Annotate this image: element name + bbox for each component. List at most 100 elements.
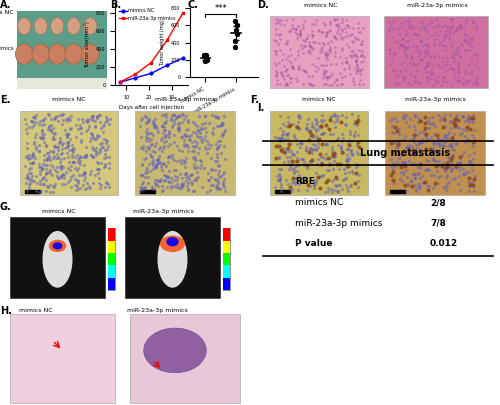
FancyBboxPatch shape bbox=[390, 190, 405, 193]
Text: B.: B. bbox=[110, 0, 121, 10]
Ellipse shape bbox=[48, 44, 66, 64]
Point bbox=[202, 55, 210, 61]
Point bbox=[232, 26, 240, 33]
FancyBboxPatch shape bbox=[108, 253, 115, 266]
Text: E.: E. bbox=[0, 95, 10, 105]
FancyBboxPatch shape bbox=[10, 314, 115, 403]
Y-axis label: Tumor size(mm³): Tumor size(mm³) bbox=[84, 21, 90, 68]
Text: A.: A. bbox=[0, 0, 12, 10]
Text: mimics NC: mimics NC bbox=[304, 3, 338, 8]
Y-axis label: Tumor weight (mg): Tumor weight (mg) bbox=[160, 19, 166, 66]
FancyBboxPatch shape bbox=[16, 11, 106, 86]
Ellipse shape bbox=[160, 236, 185, 252]
FancyBboxPatch shape bbox=[222, 241, 230, 253]
FancyBboxPatch shape bbox=[108, 241, 115, 253]
Point bbox=[382, 34, 390, 41]
Point bbox=[446, 60, 454, 66]
Text: H.: H. bbox=[0, 306, 12, 316]
miR-23a-3p mimics bbox=[132, 72, 138, 77]
Text: miR-23a-3p mimics: miR-23a-3p mimics bbox=[406, 3, 468, 8]
Text: miR-23a-3p mimics: miR-23a-3p mimics bbox=[154, 97, 216, 102]
Text: mimics NC: mimics NC bbox=[0, 10, 13, 15]
FancyBboxPatch shape bbox=[20, 111, 117, 195]
FancyBboxPatch shape bbox=[16, 78, 106, 90]
Text: RBE: RBE bbox=[295, 177, 315, 186]
Ellipse shape bbox=[84, 18, 97, 34]
FancyBboxPatch shape bbox=[108, 228, 115, 241]
Text: ***: *** bbox=[214, 4, 227, 13]
Line: mimics NC: mimics NC bbox=[118, 57, 184, 84]
miR-23a-3p mimics bbox=[148, 60, 154, 65]
mimics NC bbox=[164, 63, 170, 68]
Text: miR-23a-3p mimics: miR-23a-3p mimics bbox=[134, 209, 194, 214]
Ellipse shape bbox=[50, 18, 64, 34]
FancyBboxPatch shape bbox=[222, 253, 230, 266]
miR-23a-3p mimics bbox=[180, 11, 186, 15]
Ellipse shape bbox=[49, 240, 66, 252]
Text: miR-23a-3p mimics: miR-23a-3p mimics bbox=[127, 308, 188, 313]
Point bbox=[233, 31, 241, 37]
Ellipse shape bbox=[166, 237, 179, 246]
Line: miR-23a-3p mimics: miR-23a-3p mimics bbox=[118, 12, 184, 84]
X-axis label: Days after cell injection: Days after cell injection bbox=[119, 105, 184, 110]
FancyBboxPatch shape bbox=[385, 111, 485, 195]
mimics NC bbox=[148, 71, 154, 76]
Text: P value: P value bbox=[295, 239, 333, 248]
Text: F.: F. bbox=[250, 95, 259, 105]
Point bbox=[371, 60, 379, 66]
Text: mimics NC: mimics NC bbox=[302, 97, 336, 102]
Text: I.: I. bbox=[258, 103, 265, 113]
Ellipse shape bbox=[32, 44, 50, 64]
FancyBboxPatch shape bbox=[222, 266, 230, 278]
FancyBboxPatch shape bbox=[270, 111, 368, 195]
Point bbox=[202, 56, 210, 63]
Point bbox=[230, 18, 238, 24]
Text: miR-23a-3p mimics: miR-23a-3p mimics bbox=[404, 97, 466, 102]
Ellipse shape bbox=[42, 231, 72, 288]
miR-23a-3p mimics bbox=[116, 80, 122, 85]
FancyBboxPatch shape bbox=[275, 190, 290, 193]
FancyBboxPatch shape bbox=[125, 217, 220, 298]
Ellipse shape bbox=[82, 44, 99, 64]
mimics NC bbox=[132, 75, 138, 80]
FancyBboxPatch shape bbox=[222, 278, 230, 290]
Text: miR-23a-3p mimics: miR-23a-3p mimics bbox=[295, 219, 382, 228]
Point bbox=[380, 5, 388, 11]
Text: 7/8: 7/8 bbox=[430, 219, 446, 228]
Point bbox=[202, 52, 209, 59]
Ellipse shape bbox=[34, 18, 48, 34]
Ellipse shape bbox=[158, 231, 188, 288]
Text: 2/8: 2/8 bbox=[430, 198, 446, 207]
Text: Lung metastasis: Lung metastasis bbox=[360, 148, 450, 158]
Text: mimics NC: mimics NC bbox=[295, 198, 343, 207]
FancyBboxPatch shape bbox=[140, 190, 155, 193]
Point bbox=[201, 58, 209, 65]
FancyBboxPatch shape bbox=[384, 16, 488, 88]
FancyBboxPatch shape bbox=[25, 190, 40, 193]
miR-23a-3p mimics bbox=[164, 38, 170, 43]
Point bbox=[231, 44, 239, 50]
Text: mimics NC: mimics NC bbox=[42, 209, 76, 214]
Point bbox=[493, 58, 500, 65]
FancyBboxPatch shape bbox=[270, 16, 369, 88]
Ellipse shape bbox=[52, 242, 62, 249]
Text: G.: G. bbox=[0, 202, 12, 213]
Point bbox=[473, 66, 481, 72]
Ellipse shape bbox=[18, 18, 31, 34]
Text: miR-23a-3p mimics: miR-23a-3p mimics bbox=[0, 46, 13, 51]
FancyBboxPatch shape bbox=[222, 228, 230, 241]
FancyBboxPatch shape bbox=[108, 266, 115, 278]
FancyBboxPatch shape bbox=[10, 217, 105, 298]
Ellipse shape bbox=[67, 18, 80, 34]
FancyBboxPatch shape bbox=[135, 111, 235, 195]
Text: 0.012: 0.012 bbox=[430, 239, 458, 248]
Text: C.: C. bbox=[188, 0, 198, 10]
Text: D.: D. bbox=[258, 0, 269, 10]
FancyBboxPatch shape bbox=[130, 314, 240, 403]
Text: mimics NC: mimics NC bbox=[52, 97, 86, 102]
Point bbox=[232, 22, 240, 28]
mimics NC bbox=[116, 80, 122, 85]
Point bbox=[230, 38, 238, 44]
Text: mimics NC: mimics NC bbox=[20, 308, 53, 313]
Ellipse shape bbox=[16, 44, 33, 64]
